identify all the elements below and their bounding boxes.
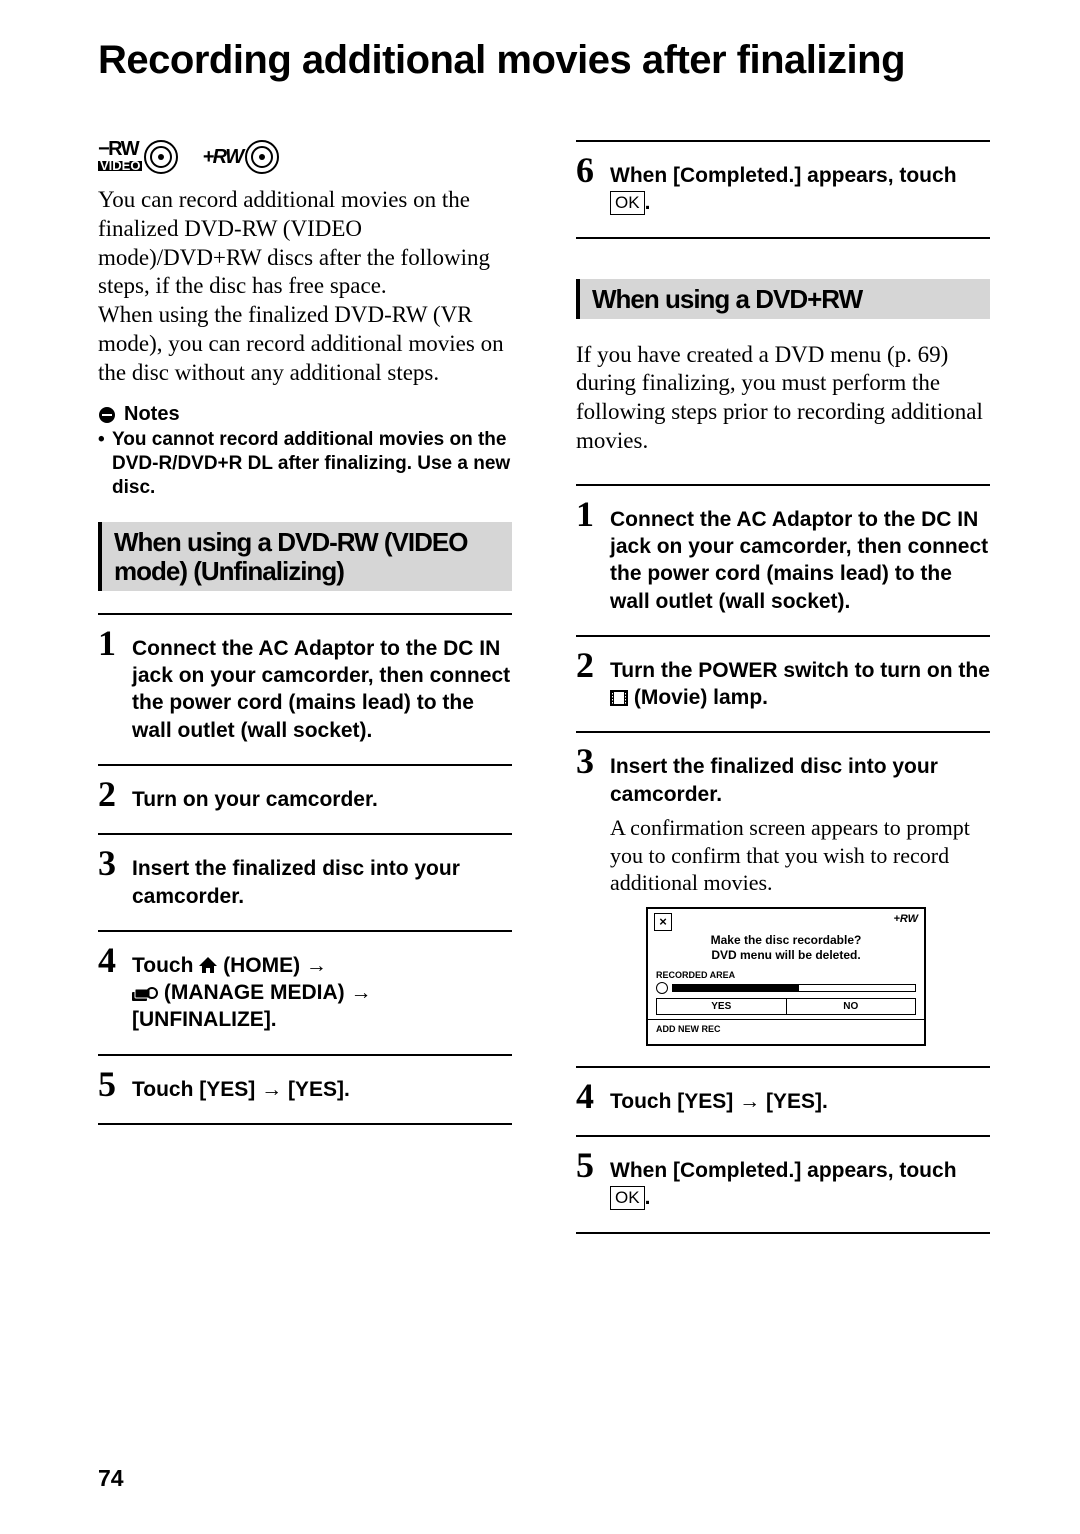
notes-heading: Notes — [98, 403, 512, 426]
left-step-5: 5 Touch [YES] → [YES]. — [98, 1054, 512, 1125]
step-number: 3 — [98, 845, 122, 881]
step-number: 3 — [576, 743, 600, 779]
dvd-rw-video-icon: −RW VIDEO — [98, 140, 178, 174]
movie-lamp-icon — [610, 686, 628, 702]
step-text: Turn on your camcorder. — [132, 786, 512, 813]
step-text-post: . — [645, 1186, 651, 1209]
right-intro: If you have created a DVD menu (p. 69) d… — [576, 341, 990, 456]
rw-plus-label: +RW — [202, 146, 242, 168]
step-text-pre: When [Completed.] appears, touch — [610, 1159, 957, 1182]
step-text: Turn the POWER switch to turn on the (Mo… — [610, 657, 990, 712]
progress-fill — [673, 985, 799, 991]
right-step-6: 6 When [Completed.] appears, touch OK. — [576, 140, 990, 239]
right-step-1: 1 Connect the AC Adaptor to the DC IN ja… — [576, 484, 990, 635]
yes-button: YES — [656, 998, 787, 1015]
add-new-rec-label: ADD NEW REC — [648, 1019, 924, 1044]
step-number: 1 — [98, 625, 122, 661]
step-text: Touch [YES] → [YES]. — [610, 1088, 990, 1115]
home-label: (HOME) — [217, 954, 306, 977]
right-step-4: 4 Touch [YES] → [YES]. — [576, 1066, 990, 1135]
arrow-icon: → — [351, 981, 372, 1004]
step-number: 4 — [98, 942, 122, 978]
left-column: −RW VIDEO +RW You can record additional … — [98, 140, 512, 1234]
movie-label: (Movie) lamp. — [628, 686, 768, 709]
rw-minus-label: −RW — [98, 138, 138, 160]
step-number: 4 — [576, 1078, 600, 1114]
no-button: NO — [787, 998, 917, 1015]
left-step-4: 4 Touch (HOME) → (MANAGE MEDIA) → [UNFIN… — [98, 930, 512, 1054]
notes-bullet: You cannot record additional movies on t… — [98, 428, 512, 499]
rw-video-label: VIDEO — [98, 161, 142, 171]
recorded-bar-row — [648, 980, 924, 998]
media-label: (MANAGE MEDIA) — [158, 981, 351, 1004]
step-text: Connect the AC Adaptor to the DC IN jack… — [610, 506, 990, 615]
ok-button-graphic: OK — [610, 1186, 645, 1210]
step-text: Connect the AC Adaptor to the DC IN jack… — [132, 635, 512, 744]
right-step-5: 5 When [Completed.] appears, touch OK. — [576, 1135, 990, 1234]
progress-bar — [672, 984, 916, 992]
left-step-2: 2 Turn on your camcorder. — [98, 764, 512, 833]
step-number: 5 — [576, 1147, 600, 1183]
rw-badge: +RW — [893, 913, 918, 925]
notes-icon — [98, 406, 116, 424]
arrow-icon: → — [306, 954, 327, 977]
step-text: Insert the finalized disc into your camc… — [610, 753, 990, 808]
confirmation-screenshot: × +RW Make the disc recordable? DVD menu… — [646, 907, 926, 1046]
manage-media-icon — [132, 981, 158, 997]
right-step-2: 2 Turn the POWER switch to turn on the (… — [576, 635, 990, 732]
step-text-pre: Turn the POWER switch to turn on the — [610, 659, 990, 682]
confirm-line2: DVD menu will be deleted. — [711, 948, 860, 962]
disc-icon — [144, 140, 178, 174]
step-text-pre: When [Completed.] appears, touch — [610, 164, 957, 187]
disc-type-icons: −RW VIDEO +RW — [98, 140, 512, 174]
page-title: Recording additional movies after finali… — [98, 38, 990, 82]
step-text: Insert the finalized disc into your camc… — [132, 855, 512, 910]
step-subtext: A confirmation screen appears to prompt … — [610, 814, 990, 897]
step-number: 2 — [98, 776, 122, 812]
step-text: When [Completed.] appears, touch OK. — [610, 162, 990, 217]
recorded-area-label: RECORDED AREA — [648, 970, 924, 980]
step-number: 2 — [576, 647, 600, 683]
ok-button-graphic: OK — [610, 191, 645, 215]
right-column: 6 When [Completed.] appears, touch OK. W… — [576, 140, 990, 1234]
close-icon: × — [654, 913, 672, 931]
step-number: 6 — [576, 152, 600, 188]
left-step-3: 3 Insert the finalized disc into your ca… — [98, 833, 512, 930]
step-text: Touch (HOME) → (MANAGE MEDIA) → [UNFINAL… — [132, 952, 512, 1034]
step-number: 1 — [576, 496, 600, 532]
notes-heading-text: Notes — [124, 403, 180, 426]
disc-icon — [245, 140, 279, 174]
section-heading-dvd-plus-rw: When using a DVD+RW — [576, 279, 990, 319]
step-text: When [Completed.] appears, touch OK. — [610, 1157, 990, 1212]
left-step-1: 1 Connect the AC Adaptor to the DC IN ja… — [98, 613, 512, 764]
home-icon — [199, 953, 217, 969]
page-number: 74 — [98, 1465, 124, 1492]
right-step-3: 3 Insert the finalized disc into your ca… — [576, 731, 990, 1065]
step-text: Touch [YES] → [YES]. — [132, 1076, 512, 1103]
confirm-message: Make the disc recordable? DVD menu will … — [648, 931, 924, 970]
intro-paragraph: You can record additional movies on the … — [98, 186, 512, 387]
unfinalize-label: [UNFINALIZE]. — [132, 1008, 277, 1031]
two-column-layout: −RW VIDEO +RW You can record additional … — [98, 140, 990, 1234]
disc-small-icon — [656, 982, 668, 994]
step-text-pre: Touch — [132, 954, 199, 977]
dvd-plus-rw-icon: +RW — [202, 140, 278, 174]
step-number: 5 — [98, 1066, 122, 1102]
step-text-post: . — [645, 191, 651, 214]
confirm-line1: Make the disc recordable? — [711, 933, 862, 947]
section-heading-dvd-rw: When using a DVD-RW (VIDEO mode) (Unfina… — [98, 522, 512, 591]
